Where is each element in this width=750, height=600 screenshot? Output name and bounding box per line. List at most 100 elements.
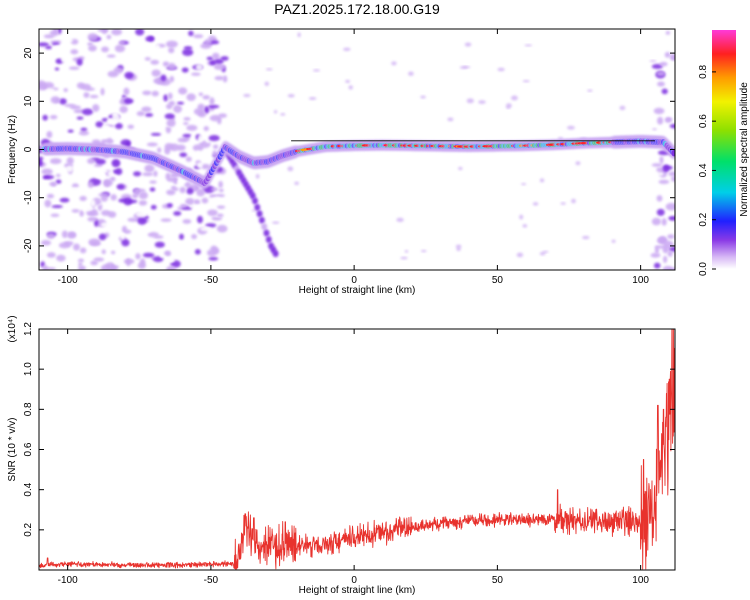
spectrogram-speckle bbox=[521, 183, 527, 186]
spectrogram-noise-blob bbox=[164, 142, 174, 151]
spectrogram-speckle bbox=[462, 66, 471, 69]
spectrogram-noise-blob bbox=[186, 93, 196, 101]
spectrogram-noise-blob bbox=[167, 62, 176, 71]
spectrogram-noise-blob bbox=[196, 188, 206, 197]
spectrogram-noise-blob bbox=[651, 64, 663, 70]
spectrogram-noise-blob bbox=[195, 150, 201, 156]
spectrogram-noise-blob bbox=[176, 101, 185, 105]
spectrogram-noise-blob bbox=[181, 67, 189, 73]
spectrogram-noise-blob bbox=[165, 40, 178, 48]
spectrogram-noise-blob bbox=[142, 42, 152, 49]
spectrogram-noise-blob bbox=[162, 61, 170, 67]
spectrogram-speckle bbox=[532, 202, 539, 206]
spectrogram-noise-blob bbox=[146, 142, 158, 147]
spectrogram-speckle bbox=[280, 113, 286, 116]
spectrogram-noise-blob bbox=[71, 183, 79, 189]
spectrogram-noise-blob bbox=[151, 90, 159, 97]
spectrogram-y-tick-label: 20 bbox=[23, 47, 34, 59]
spectrogram-noise-blob bbox=[150, 132, 162, 136]
spectrogram-noise-blob bbox=[41, 210, 48, 217]
spectrogram-speckle bbox=[456, 247, 461, 251]
spectrogram-speckle bbox=[458, 166, 463, 171]
spectrogram-noise-blob bbox=[111, 111, 119, 118]
spectrogram-speckle bbox=[265, 68, 273, 71]
spectrogram-speckle bbox=[497, 67, 505, 72]
spectrogram-noise-blob bbox=[201, 197, 209, 204]
spectrogram-speckle bbox=[420, 249, 427, 253]
spectrogram-noise-blob bbox=[164, 113, 175, 120]
spectrogram-noise-blob bbox=[97, 29, 109, 32]
spectrogram-speckle bbox=[264, 81, 270, 86]
spectrogram-noise-blob bbox=[50, 213, 60, 218]
spectrogram-noise-blob bbox=[86, 75, 95, 83]
spectrogram-noise-blob bbox=[135, 211, 148, 218]
spectrogram-noise-blob bbox=[59, 197, 70, 203]
snr-y-tick-label: 0.6 bbox=[23, 442, 34, 456]
spectrogram-noise-blob bbox=[51, 205, 63, 209]
spectrogram-noise-blob bbox=[95, 121, 104, 128]
spectrogram-noise-blob bbox=[43, 175, 55, 180]
spectrogram-speckle bbox=[575, 161, 581, 166]
spectrogram-noise-blob bbox=[658, 236, 667, 244]
spectrogram-noise-blob bbox=[159, 250, 165, 258]
spectrogram-speckle bbox=[408, 71, 414, 76]
spectrogram-noise-blob bbox=[193, 199, 201, 205]
spectrogram-noise-blob bbox=[179, 152, 188, 158]
spectrogram-y-tick-label: 0 bbox=[23, 146, 34, 152]
spectrogram-noise-blob bbox=[127, 217, 139, 222]
spectrogram-noise-blob bbox=[182, 48, 194, 57]
spectrogram-noise-blob bbox=[68, 232, 76, 237]
spectrogram-noise-blob bbox=[656, 71, 665, 76]
spectrogram-noise-blob bbox=[653, 262, 661, 269]
spectrogram-noise-blob bbox=[78, 130, 90, 136]
spectrogram-speckle bbox=[345, 79, 351, 83]
spectrogram-x-tick-label: -50 bbox=[204, 275, 219, 286]
spectrogram-noise-blob bbox=[201, 163, 211, 170]
spectrogram-speckle bbox=[652, 128, 657, 131]
spectrogram-noise-blob bbox=[59, 98, 67, 105]
spectrogram-noise-blob bbox=[177, 179, 187, 184]
spectrogram-noise-blob bbox=[166, 189, 176, 196]
spectrogram-noise-blob bbox=[205, 223, 217, 228]
spectrogram-noise-blob bbox=[102, 124, 110, 130]
spectrogram-noise-blob bbox=[129, 45, 135, 52]
spectrogram-noise-blob bbox=[144, 57, 151, 61]
spectrogram-speckle bbox=[587, 89, 593, 92]
spectrogram-noise-blob bbox=[58, 242, 71, 249]
spectrogram-speckle bbox=[466, 98, 474, 104]
snr-x-tick-label: 0 bbox=[351, 575, 357, 586]
spectrogram-speckle bbox=[273, 110, 278, 114]
spectrogram-noise-blob bbox=[66, 165, 74, 173]
spectrogram-noise-blob bbox=[661, 218, 667, 226]
spectrogram-noise-blob bbox=[207, 209, 218, 217]
spectrogram-noise-blob bbox=[42, 114, 48, 121]
spectrogram-noise-blob bbox=[141, 106, 152, 113]
spectrogram-speckle bbox=[420, 95, 426, 99]
spectrogram-noise-blob bbox=[169, 75, 175, 83]
spectrogram-noise-blob bbox=[197, 215, 203, 224]
spectrogram-noise-blob bbox=[183, 121, 189, 126]
spectrogram-noise-blob bbox=[55, 179, 62, 184]
spectrogram-noise-blob bbox=[208, 135, 220, 142]
spectrogram-speckle bbox=[571, 198, 576, 204]
spectrogram-noise-blob bbox=[160, 74, 167, 82]
spectrogram-noise-blob bbox=[124, 71, 134, 79]
spectrogram-speckle bbox=[272, 221, 280, 224]
spectrogram-noise-blob bbox=[113, 257, 121, 266]
spectrogram-noise-blob bbox=[115, 167, 123, 176]
spectrogram-noise-blob bbox=[664, 51, 671, 58]
spectrogram-noise-blob bbox=[211, 216, 223, 221]
spectrogram-noise-blob bbox=[218, 188, 224, 193]
figure-title: PAZ1.2025.172.18.00.G19 bbox=[274, 1, 440, 17]
spectrogram-noise-blob bbox=[210, 40, 220, 45]
spectrogram-noise-blob bbox=[198, 92, 204, 97]
spectrogram-noise-blob bbox=[651, 163, 663, 167]
spectrogram-speckle bbox=[343, 47, 351, 51]
spectrogram-noise-blob bbox=[183, 117, 191, 121]
spectrogram-noise-blob bbox=[123, 98, 134, 104]
spectrogram-y-ticks: -20 -10 0 10 20 bbox=[23, 47, 675, 253]
spectrogram-noise-blob bbox=[665, 117, 673, 122]
spectrogram-noise-blob bbox=[100, 87, 105, 96]
spectrogram-noise-blob bbox=[153, 77, 163, 84]
spectrogram-noise-blob bbox=[133, 171, 142, 177]
